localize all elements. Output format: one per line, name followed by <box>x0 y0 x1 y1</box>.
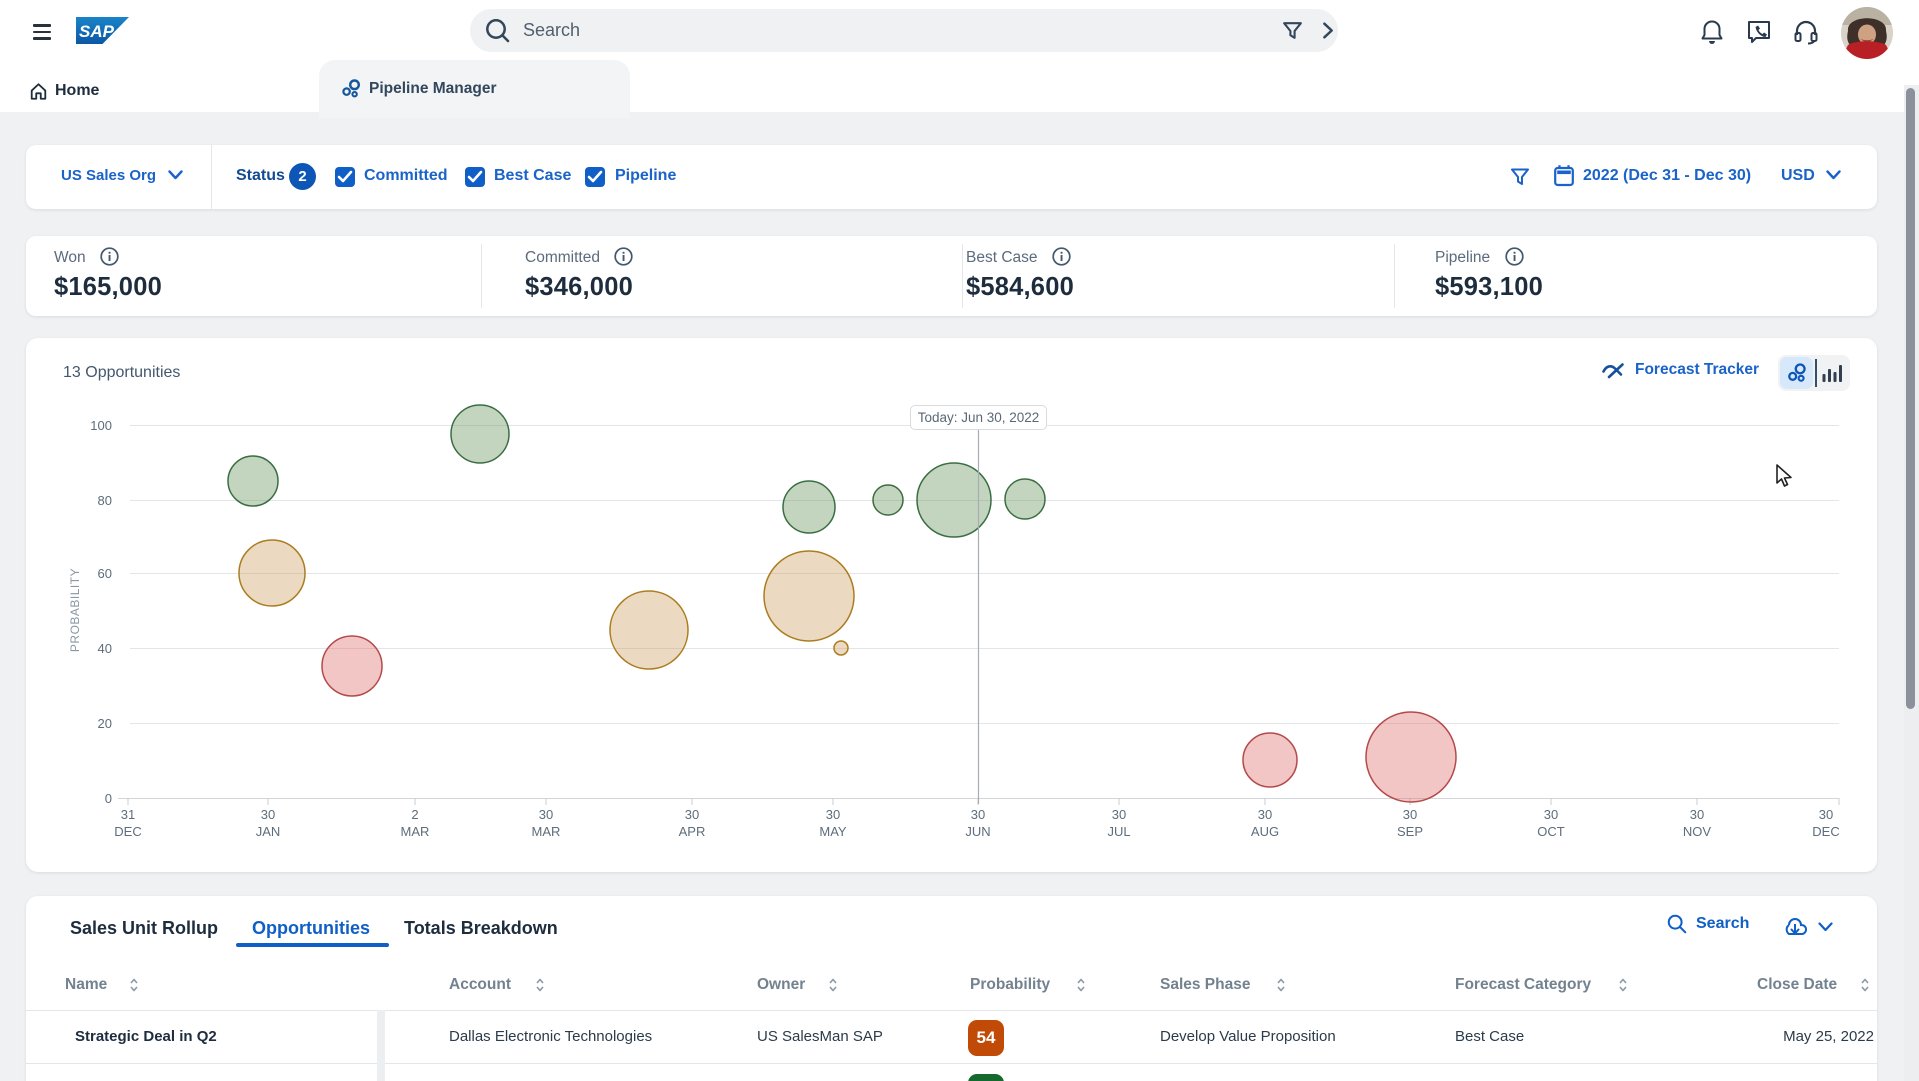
svg-text:SAP: SAP <box>79 22 115 41</box>
